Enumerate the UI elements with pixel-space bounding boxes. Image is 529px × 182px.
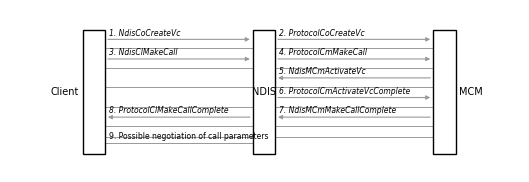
Text: NDIS: NDIS — [252, 87, 276, 97]
Text: 7. NdisMCmMakeCallComplete: 7. NdisMCmMakeCallComplete — [279, 106, 397, 115]
Bar — [433, 30, 455, 154]
Text: 5. NdisMCmActivateVc: 5. NdisMCmActivateVc — [279, 67, 366, 76]
Text: Client: Client — [51, 87, 79, 97]
Text: 3. NdisClMakeCall: 3. NdisClMakeCall — [109, 48, 178, 57]
Text: 9. Possible negotiation of call parameters: 9. Possible negotiation of call paramete… — [109, 132, 269, 141]
Bar — [253, 30, 275, 154]
Text: 1. NdisCoCreateVc: 1. NdisCoCreateVc — [109, 29, 181, 38]
Text: MCM: MCM — [459, 87, 482, 97]
Text: 6. ProtocolCmActivateVcComplete: 6. ProtocolCmActivateVcComplete — [279, 87, 411, 96]
Text: 8. ProtocolClMakeCallComplete: 8. ProtocolClMakeCallComplete — [109, 106, 229, 115]
Bar — [83, 30, 105, 154]
Text: 4. ProtocolCmMakeCall: 4. ProtocolCmMakeCall — [279, 48, 367, 57]
Text: 2. ProtocolCoCreateVc: 2. ProtocolCoCreateVc — [279, 29, 365, 38]
